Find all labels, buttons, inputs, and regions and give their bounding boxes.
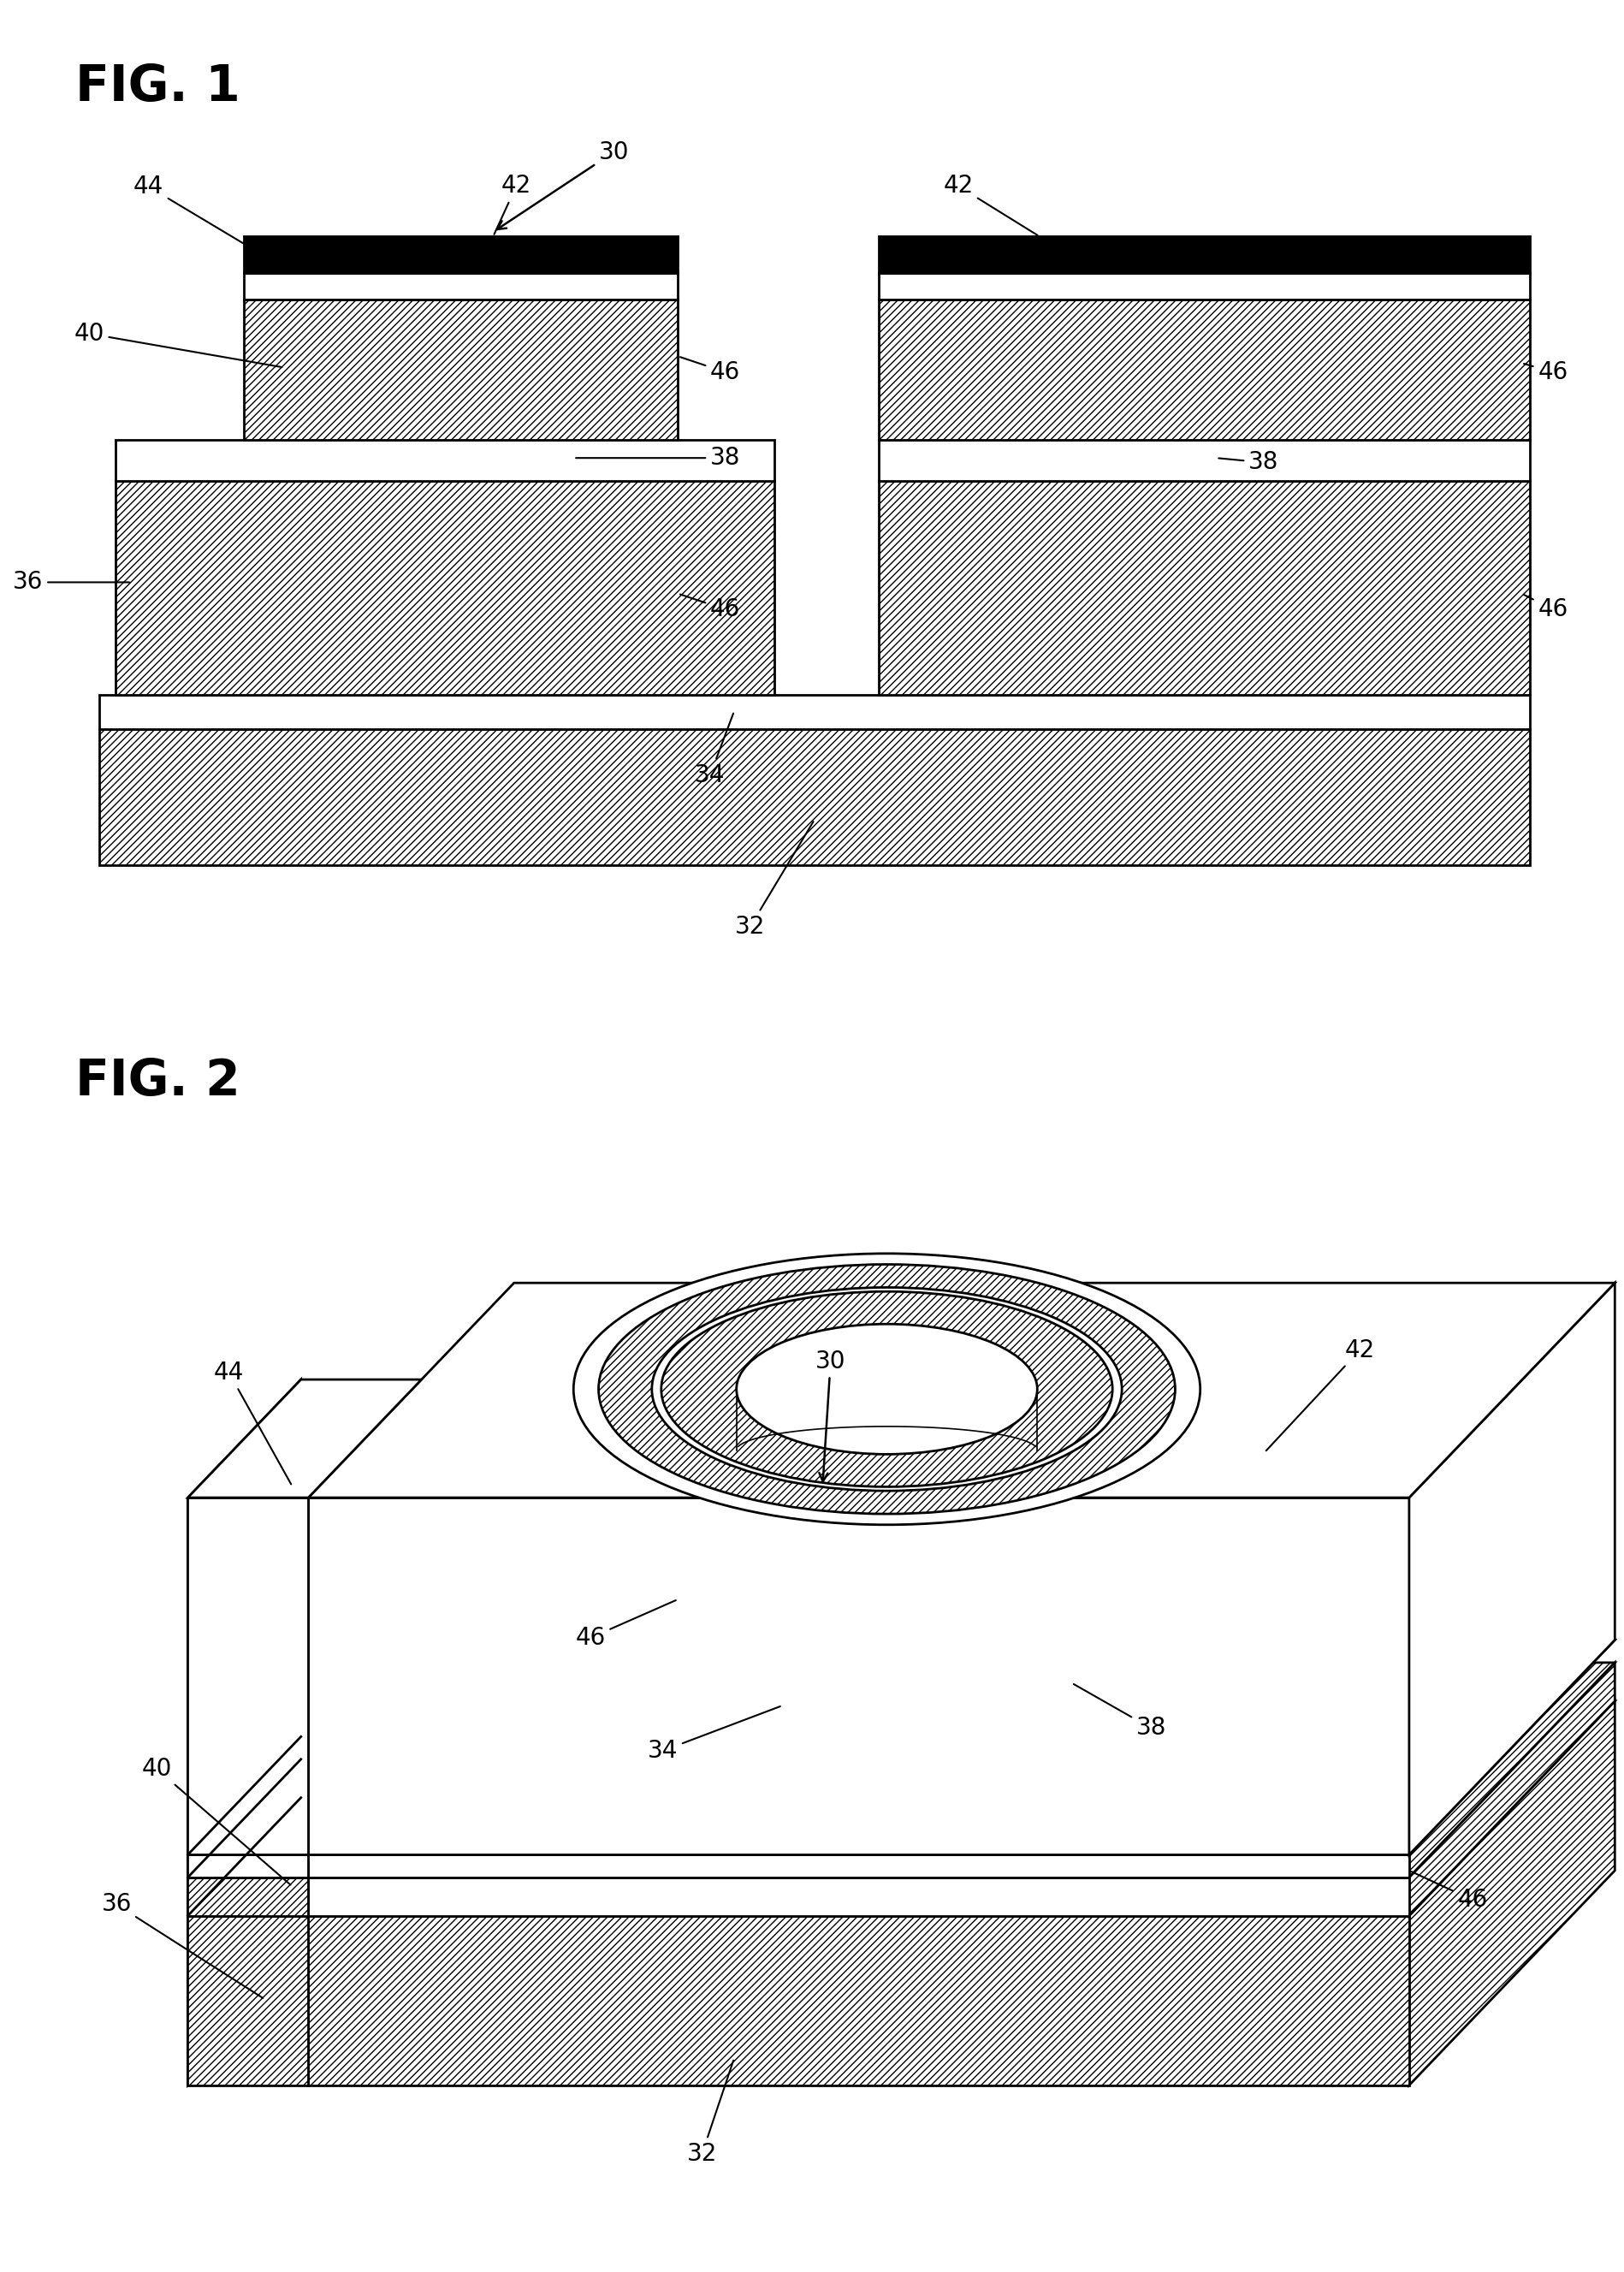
Text: 46: 46 — [1523, 359, 1567, 384]
Text: 38: 38 — [577, 445, 741, 470]
Polygon shape — [309, 1640, 1614, 1854]
Ellipse shape — [573, 1254, 1200, 1525]
Bar — [879, 300, 1530, 441]
Polygon shape — [309, 1284, 1614, 1497]
Text: 40: 40 — [141, 1756, 291, 1886]
Bar — [115, 441, 775, 482]
Ellipse shape — [599, 1266, 1176, 1513]
Bar — [879, 482, 1530, 695]
Polygon shape — [309, 1702, 1614, 1915]
Polygon shape — [188, 1797, 300, 2086]
Text: 36: 36 — [101, 1893, 263, 1997]
Text: 30: 30 — [497, 141, 628, 229]
Polygon shape — [188, 1759, 300, 1915]
Bar — [99, 729, 1530, 866]
Bar — [244, 300, 677, 441]
Polygon shape — [188, 1915, 309, 2086]
Text: 34: 34 — [695, 713, 734, 786]
Text: 38: 38 — [1073, 1684, 1166, 1740]
Polygon shape — [188, 1379, 300, 2086]
Polygon shape — [309, 1915, 1410, 2086]
Bar — [879, 441, 1530, 482]
Text: 46: 46 — [680, 357, 741, 384]
Polygon shape — [309, 1497, 1410, 1854]
Ellipse shape — [651, 1288, 1122, 1490]
Polygon shape — [188, 1497, 309, 1854]
Polygon shape — [309, 1854, 1410, 1877]
Text: 32: 32 — [736, 822, 814, 938]
Text: 40: 40 — [75, 323, 283, 368]
Bar — [244, 236, 677, 273]
Polygon shape — [188, 1379, 422, 1497]
Text: 44: 44 — [133, 175, 291, 270]
Text: FIG. 2: FIG. 2 — [75, 1056, 240, 1106]
Bar — [879, 236, 1530, 273]
Polygon shape — [309, 1663, 1614, 1877]
Text: 46: 46 — [680, 595, 741, 620]
Polygon shape — [188, 1877, 309, 1915]
Text: 46: 46 — [1523, 595, 1567, 620]
Bar — [244, 273, 677, 300]
Text: 42: 42 — [1267, 1338, 1376, 1452]
Text: 42: 42 — [494, 175, 531, 234]
Text: FIG. 1: FIG. 1 — [75, 61, 240, 111]
Text: 46: 46 — [575, 1599, 676, 1649]
Polygon shape — [1410, 1702, 1614, 2086]
Text: 44: 44 — [214, 1361, 291, 1484]
Bar — [115, 482, 775, 695]
Ellipse shape — [736, 1325, 1038, 1454]
Bar — [879, 273, 1530, 300]
Polygon shape — [1410, 1663, 1614, 1915]
Polygon shape — [1410, 1284, 1614, 1854]
Text: 46: 46 — [1411, 1872, 1488, 1913]
Polygon shape — [188, 1854, 309, 1877]
Text: 32: 32 — [687, 2061, 734, 2165]
Text: 30: 30 — [815, 1350, 846, 1481]
Text: 42: 42 — [944, 175, 1038, 236]
Bar — [99, 695, 1530, 729]
Text: 38: 38 — [1218, 450, 1278, 475]
Ellipse shape — [661, 1290, 1112, 1486]
Polygon shape — [309, 1877, 1410, 1915]
Text: 34: 34 — [648, 1706, 780, 1763]
Text: 36: 36 — [13, 570, 130, 595]
